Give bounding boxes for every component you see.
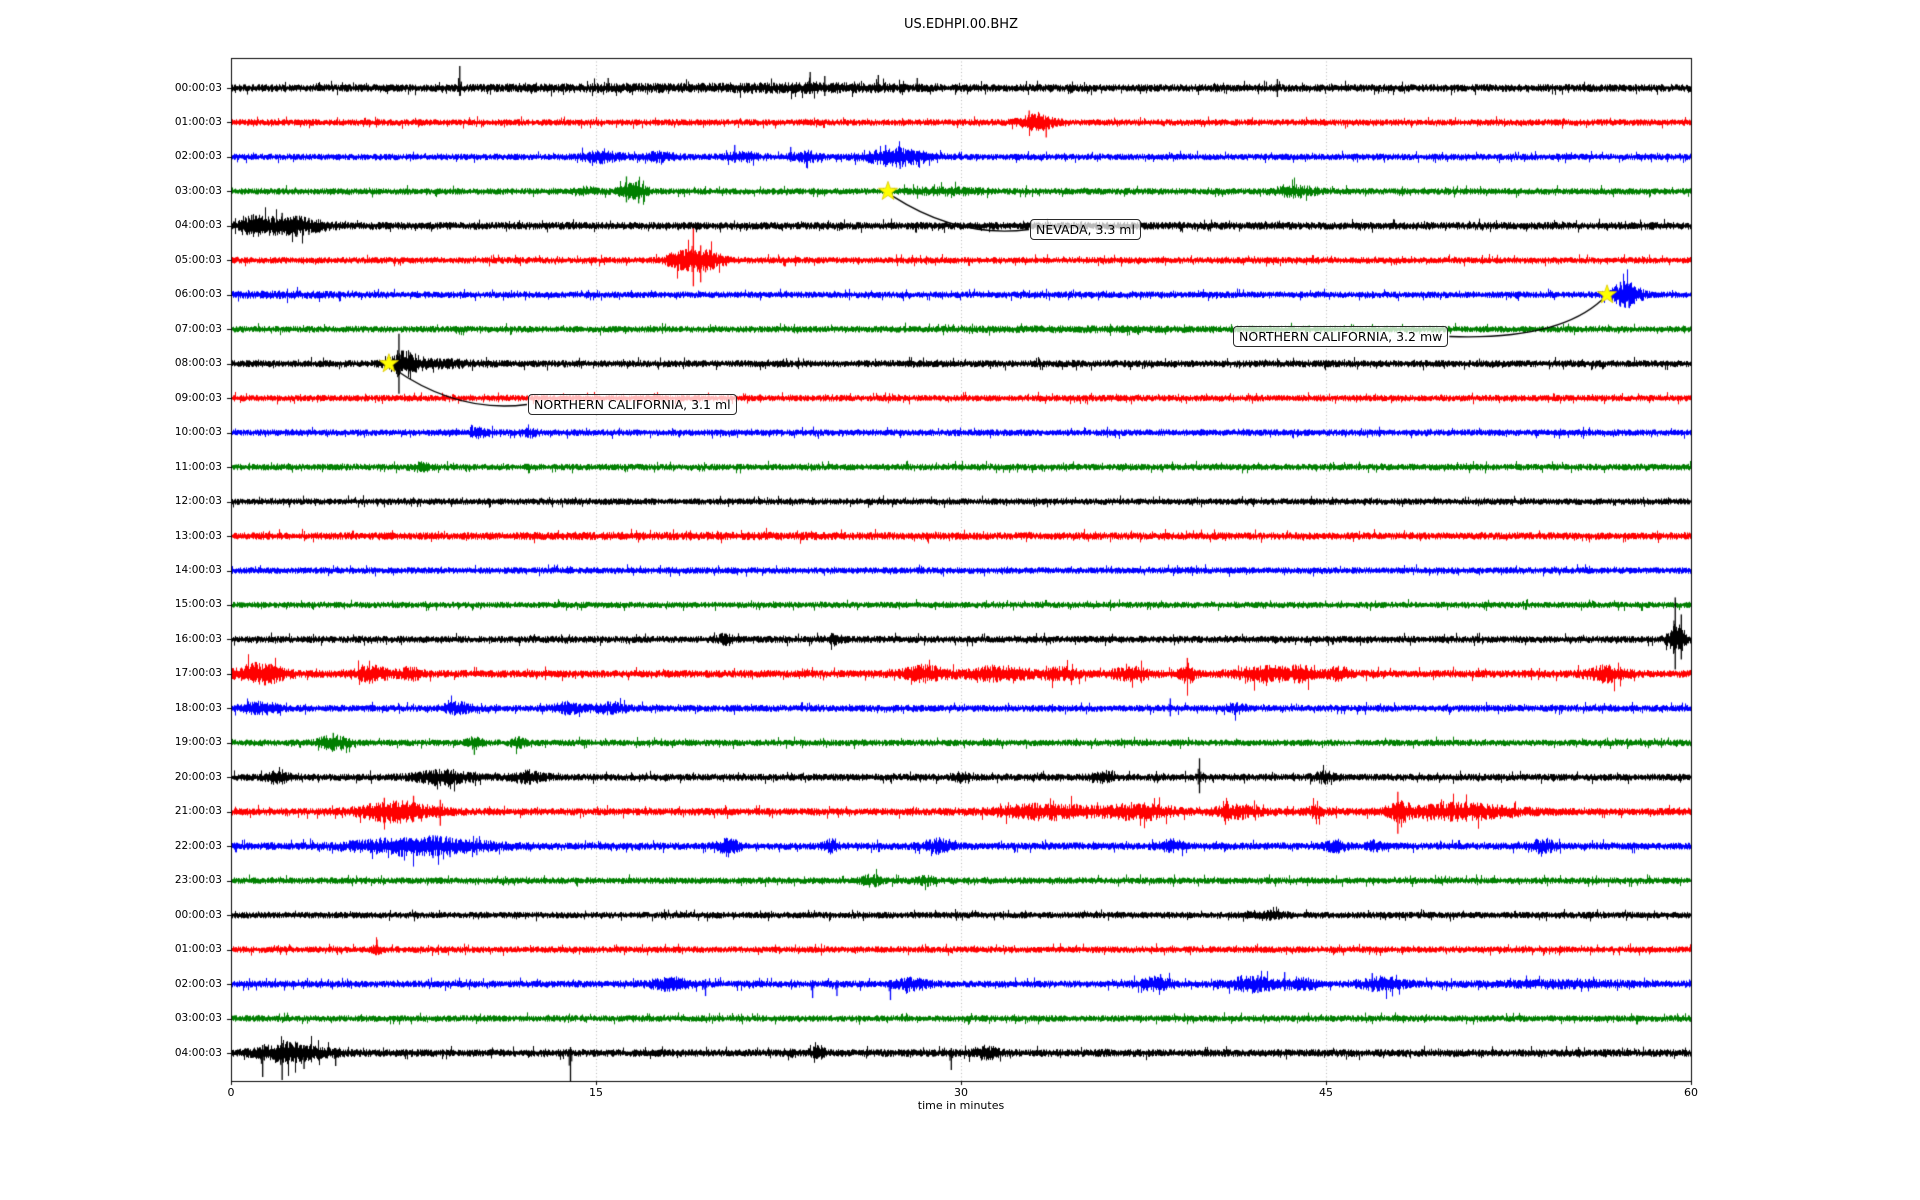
y-tick-label: 03:00:03 — [174, 184, 222, 197]
y-tick-label: 04:00:03 — [174, 1046, 222, 1059]
x-tick-label: 0 — [227, 1086, 235, 1099]
y-tick-label: 16:00:03 — [174, 632, 222, 645]
y-tick-label: 05:00:03 — [174, 253, 222, 266]
y-tick-label: 15:00:03 — [174, 598, 222, 611]
y-tick-label: 23:00:03 — [174, 874, 222, 887]
y-tick-label: 13:00:03 — [174, 529, 222, 542]
y-tick-label: 21:00:03 — [174, 805, 222, 818]
y-tick-label: 03:00:03 — [174, 1012, 222, 1025]
y-tick-label: 07:00:03 — [174, 322, 222, 335]
y-tick-label: 01:00:03 — [174, 115, 222, 128]
event-annotation-label: NORTHERN CALIFORNIA, 3.1 ml — [528, 394, 737, 415]
event-annotation-label: NEVADA, 3.3 ml — [1030, 219, 1141, 240]
y-tick-label: 14:00:03 — [174, 564, 222, 576]
y-tick-label: 17:00:03 — [174, 667, 222, 680]
y-tick-label: 20:00:03 — [174, 770, 222, 783]
x-tick-label: 60 — [1684, 1086, 1698, 1099]
y-tick-label: 12:00:03 — [174, 495, 222, 508]
event-annotation-label: NORTHERN CALIFORNIA, 3.2 mw — [1233, 326, 1449, 347]
y-tick-label: 04:00:03 — [174, 219, 222, 232]
y-tick-label: 11:00:03 — [174, 460, 222, 473]
chart-title: US.EDHPI.00.BHZ — [904, 17, 1018, 32]
y-tick-label: 02:00:03 — [174, 150, 222, 163]
y-tick-label: 08:00:03 — [174, 357, 222, 370]
y-tick-label: 18:00:03 — [174, 701, 222, 714]
y-tick-label: 22:00:03 — [174, 839, 222, 852]
x-tick-label: 15 — [589, 1086, 603, 1099]
x-tick-label: 30 — [954, 1086, 968, 1099]
y-tick-label: 02:00:03 — [174, 977, 222, 990]
x-axis-title: time in minutes — [917, 1099, 1005, 1112]
y-tick-label: 01:00:03 — [174, 943, 222, 956]
y-tick-label: 00:00:03 — [174, 908, 222, 921]
y-tick-label: 09:00:03 — [174, 391, 222, 404]
x-tick-label: 45 — [1319, 1086, 1333, 1099]
y-tick-label: 10:00:03 — [174, 426, 222, 439]
y-tick-label: 06:00:03 — [174, 288, 222, 301]
y-tick-label: 00:00:03 — [174, 81, 222, 94]
y-tick-label: 19:00:03 — [174, 736, 222, 749]
